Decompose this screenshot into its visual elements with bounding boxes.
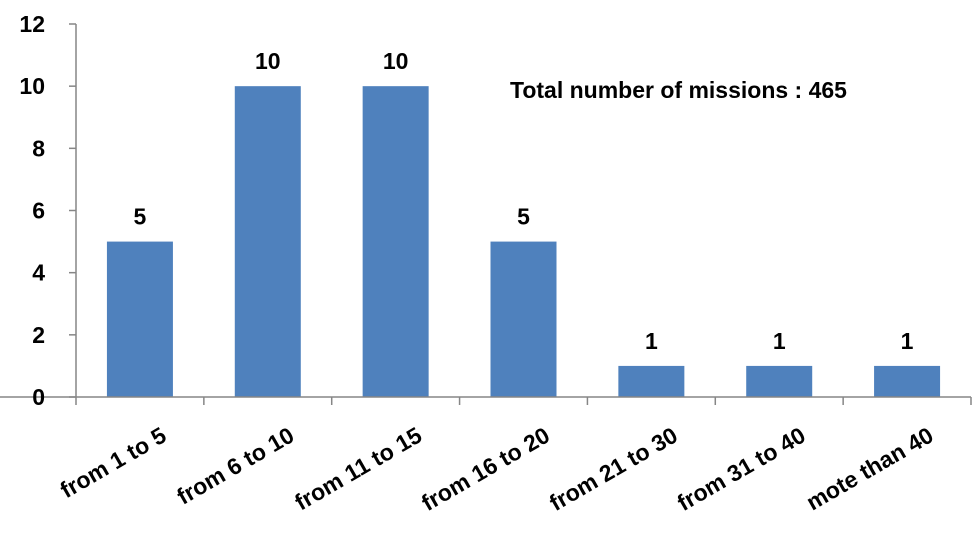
y-tick-label: 12 <box>19 11 45 37</box>
x-category-label: from 6 to 10 <box>172 422 298 510</box>
data-label: 10 <box>255 48 281 74</box>
bar <box>362 86 429 398</box>
bars-group <box>106 86 941 398</box>
y-tick-label: 2 <box>32 322 45 348</box>
data-label: 5 <box>134 204 147 230</box>
bar <box>746 365 813 397</box>
y-tick-label: 6 <box>32 198 45 224</box>
y-ticks-group: 0 2 4 6 8 10 12 <box>19 11 76 410</box>
bar <box>106 241 173 397</box>
x-category-label: from 31 to 40 <box>673 422 810 516</box>
total-missions-annotation: Total number of missions : 465 <box>510 77 847 103</box>
x-category-label: mote than 40 <box>802 422 938 515</box>
x-category-label: from 11 to 15 <box>290 422 426 516</box>
data-label: 5 <box>517 204 530 230</box>
bar <box>618 365 685 397</box>
data-label: 1 <box>645 328 658 354</box>
data-label: 10 <box>383 48 409 74</box>
bar <box>874 365 941 397</box>
y-tick-label: 8 <box>32 135 45 161</box>
x-category-label: from 21 to 30 <box>545 422 682 516</box>
data-labels-group: 5 10 10 5 1 1 1 <box>134 48 914 354</box>
y-tick-label: 10 <box>19 73 45 99</box>
bar <box>234 86 301 398</box>
data-label: 1 <box>773 328 786 354</box>
bar <box>490 241 557 397</box>
x-category-label: from 16 to 20 <box>417 422 554 516</box>
y-tick-label: 0 <box>32 384 45 410</box>
y-tick-label: 4 <box>32 260 45 286</box>
data-label: 1 <box>901 328 914 354</box>
x-category-label: from 1 to 5 <box>56 422 171 503</box>
